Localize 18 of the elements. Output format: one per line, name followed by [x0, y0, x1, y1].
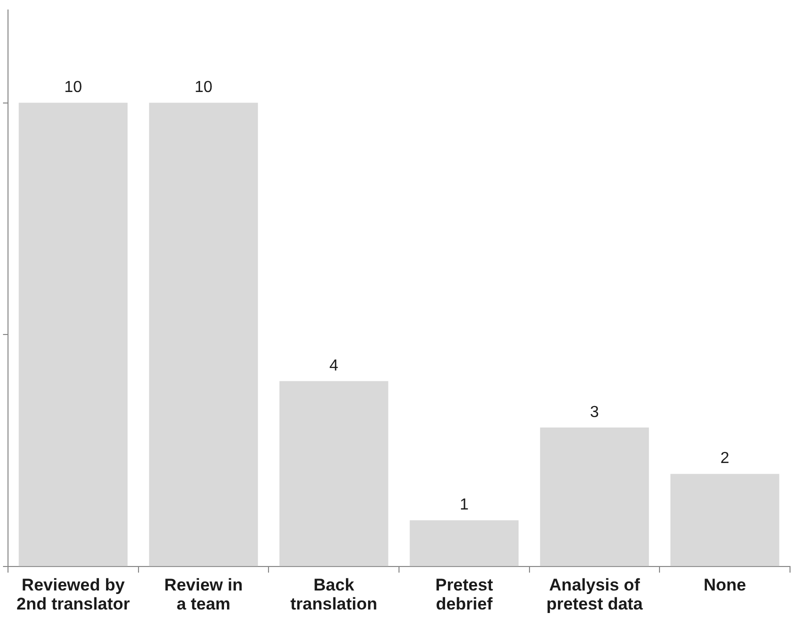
x-tick-label: None	[704, 576, 746, 595]
data-label: 1	[460, 496, 469, 514]
data-label: 10	[194, 79, 212, 96]
data-label: 4	[329, 357, 338, 374]
x-tick-label: Analysis of pretest data	[546, 576, 644, 614]
bar	[279, 381, 388, 566]
bar	[540, 427, 649, 566]
data-label: 10	[64, 79, 82, 96]
x-tick-label: Back translation	[290, 576, 378, 614]
data-label: 3	[590, 404, 600, 421]
bar	[410, 520, 519, 566]
x-tick-label: Reviewed by 2nd translator	[16, 576, 130, 614]
data-label: 2	[720, 450, 730, 468]
x-tick-label: Review in a team	[164, 576, 243, 614]
bar	[670, 474, 780, 566]
bar	[149, 102, 258, 566]
bar	[18, 102, 128, 566]
x-tick-label: Pretest debrief	[435, 576, 494, 614]
